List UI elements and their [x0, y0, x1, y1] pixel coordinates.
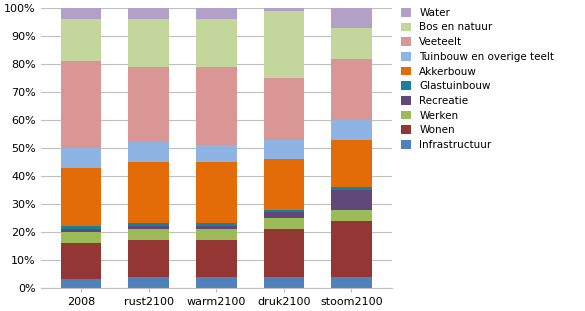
Bar — [61, 168, 101, 226]
Bar — [331, 120, 371, 140]
Bar — [331, 140, 371, 187]
Bar — [196, 240, 236, 276]
Bar — [264, 210, 304, 212]
Bar — [196, 19, 236, 67]
Bar — [61, 279, 101, 288]
Bar — [61, 19, 101, 61]
Bar — [331, 190, 371, 210]
Bar — [61, 243, 101, 279]
Bar — [264, 8, 304, 11]
Bar — [331, 28, 371, 58]
Bar — [331, 187, 371, 190]
Bar — [264, 78, 304, 140]
Bar — [331, 221, 371, 276]
Bar — [196, 162, 236, 224]
Bar — [61, 148, 101, 168]
Bar — [264, 11, 304, 78]
Bar — [196, 226, 236, 229]
Bar — [331, 276, 371, 288]
Bar — [331, 210, 371, 221]
Bar — [196, 276, 236, 288]
Bar — [129, 229, 169, 240]
Legend: Water, Bos en natuur, Veeteelt, Tuinbouw en overige teelt, Akkerbouw, Glastuinbo: Water, Bos en natuur, Veeteelt, Tuinbouw… — [401, 8, 555, 150]
Bar — [61, 229, 101, 232]
Bar — [129, 142, 169, 162]
Bar — [61, 61, 101, 148]
Bar — [264, 229, 304, 276]
Bar — [61, 8, 101, 19]
Bar — [196, 67, 236, 145]
Bar — [129, 224, 169, 226]
Bar — [129, 162, 169, 224]
Bar — [264, 140, 304, 159]
Bar — [331, 58, 371, 120]
Bar — [61, 232, 101, 243]
Bar — [331, 8, 371, 28]
Bar — [196, 145, 236, 162]
Bar — [264, 276, 304, 288]
Bar — [61, 226, 101, 229]
Bar — [264, 159, 304, 210]
Bar — [264, 218, 304, 229]
Bar — [196, 8, 236, 19]
Bar — [129, 226, 169, 229]
Bar — [129, 8, 169, 19]
Bar — [196, 229, 236, 240]
Bar — [129, 240, 169, 276]
Bar — [264, 212, 304, 218]
Bar — [129, 276, 169, 288]
Bar — [129, 19, 169, 67]
Bar — [196, 224, 236, 226]
Bar — [129, 67, 169, 142]
